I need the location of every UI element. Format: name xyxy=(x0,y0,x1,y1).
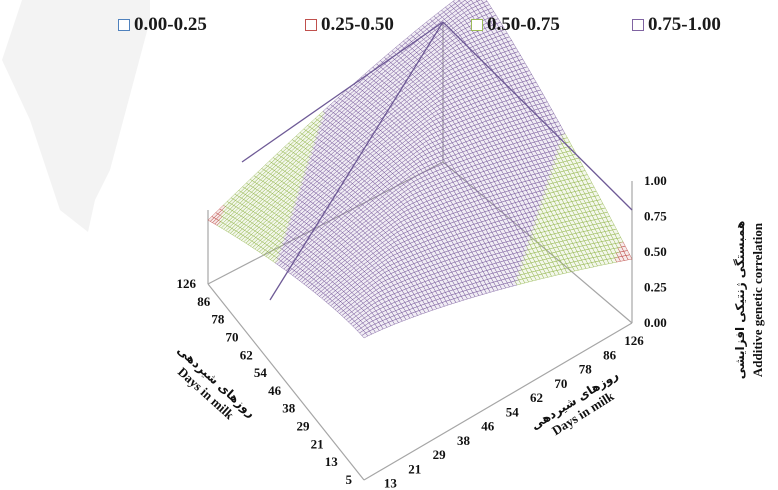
x-tick-label: 21 xyxy=(408,462,421,477)
surface-cell xyxy=(470,0,478,4)
x-tick-label: 62 xyxy=(530,390,543,405)
y-tick-label: 13 xyxy=(325,454,339,469)
legend-label: 0.75-1.00 xyxy=(648,14,721,35)
axis-ticks: 5132129384654627078861265132129384654627… xyxy=(177,173,668,490)
y-tick-label: 54 xyxy=(254,365,268,380)
x-tick-label: 86 xyxy=(603,347,617,362)
legend-swatch xyxy=(632,19,644,31)
z-axis-title-en: Additive genetic correlation xyxy=(750,222,765,377)
legend-label: 0.00-0.25 xyxy=(134,14,207,35)
z-tick-label: 0.25 xyxy=(644,280,667,295)
x-tick-label: 46 xyxy=(481,419,495,434)
y-tick-label: 86 xyxy=(197,294,211,309)
watermark-shape xyxy=(2,0,150,232)
legend-item: 0.50-0.75 xyxy=(471,14,560,36)
legend-swatch xyxy=(471,19,483,31)
surface-ridge-lines xyxy=(241,21,633,301)
x-tick-label: 54 xyxy=(506,404,520,419)
x-tick-label: 78 xyxy=(579,362,593,377)
legend-item: 0.00-0.25 xyxy=(118,14,207,36)
legend: 0.00-0.25 0.25-0.50 0.50-0.75 0.75-1.00 xyxy=(0,14,778,40)
y-tick-label: 126 xyxy=(177,276,197,291)
y-tick-label: 46 xyxy=(268,383,282,398)
surface-cell xyxy=(464,0,472,3)
x-tick-label: 13 xyxy=(384,476,398,490)
y-tick-label: 78 xyxy=(211,312,225,327)
x-tick-label: 70 xyxy=(554,376,567,391)
surface-cell xyxy=(452,0,460,4)
x-tick-label: 126 xyxy=(624,333,644,348)
surface-cell xyxy=(458,0,461,1)
right-axis-title: روزهای شیردهی Days in milk xyxy=(528,368,621,439)
y-tick-label: 38 xyxy=(282,401,296,416)
y-tick-label: 21 xyxy=(311,436,324,451)
surface-cell xyxy=(481,0,488,4)
legend-item: 0.75-1.00 xyxy=(632,14,721,36)
surface-cell xyxy=(476,0,481,2)
legend-swatch xyxy=(118,19,130,31)
z-tick-label: 0.75 xyxy=(644,209,667,224)
legend-label: 0.50-0.75 xyxy=(487,14,560,35)
z-tick-label: 0.50 xyxy=(644,244,667,259)
y-tick-label: 70 xyxy=(226,330,239,345)
x-tick-label: 38 xyxy=(457,433,471,448)
y-tick-label: 29 xyxy=(297,419,311,434)
z-axis-title-fa: همبستگی ژنتیکی افزایشی xyxy=(733,221,747,380)
surface-mesh xyxy=(207,0,633,339)
x-tick-label: 29 xyxy=(433,447,447,462)
z-axis-title: همبستگی ژنتیکی افزایشی Additive genetic … xyxy=(733,221,765,380)
surface-cell xyxy=(458,0,466,4)
surface-cell xyxy=(476,0,484,5)
legend-swatch xyxy=(305,19,317,31)
y-tick-label: 5 xyxy=(346,472,353,487)
z-tick-label: 0.00 xyxy=(644,315,667,330)
legend-label: 0.25-0.50 xyxy=(321,14,394,35)
y-tick-label: 62 xyxy=(240,347,253,362)
z-tick-label: 1.00 xyxy=(644,173,667,188)
legend-item: 0.25-0.50 xyxy=(305,14,394,36)
